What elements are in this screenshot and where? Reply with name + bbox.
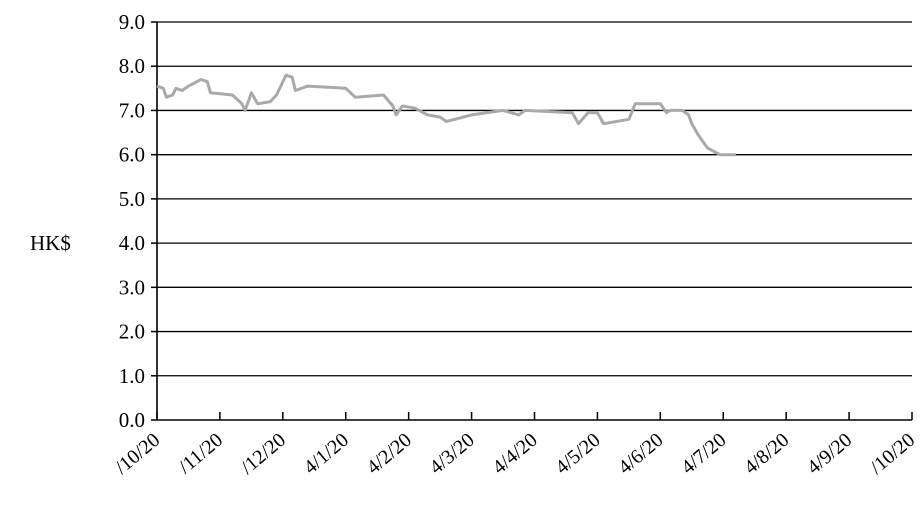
y-tick-label: 8.0 bbox=[119, 54, 145, 78]
gridlines bbox=[157, 21, 912, 377]
x-tick-label: /12/20 bbox=[237, 429, 290, 479]
y-tick-label: 0.0 bbox=[119, 408, 145, 432]
y-tick-label: 5.0 bbox=[119, 187, 145, 211]
x-tick-label: 4/2/20 bbox=[363, 429, 416, 479]
x-tick-label: 4/8/20 bbox=[740, 429, 793, 479]
x-tick-label: /10/20 bbox=[111, 429, 164, 479]
y-tick-label: 6.0 bbox=[119, 143, 145, 167]
y-axis-ticks: 0.0 1.0 2.0 3.0 4.0 5.0 6.0 7.0 8.0 9.0 bbox=[119, 10, 157, 432]
x-tick-label: /11/20 bbox=[174, 429, 227, 478]
x-tick-label: 4/9/20 bbox=[803, 429, 856, 479]
y-axis-label: HK$ bbox=[30, 231, 71, 255]
y-tick-label: 3.0 bbox=[119, 275, 145, 299]
x-tick-label: 4/6/20 bbox=[614, 429, 667, 479]
x-tick-label: 4/3/20 bbox=[425, 429, 478, 479]
y-tick-label: 2.0 bbox=[119, 320, 145, 344]
series-line bbox=[156, 73, 736, 157]
y-tick-label: 7.0 bbox=[119, 98, 145, 122]
x-axis-ticks: /10/20/11/20/12/20 4/1/20 4/2/20 4/3/20 4/4/… bbox=[111, 412, 919, 479]
x-tick-label: 4/5/20 bbox=[551, 429, 604, 479]
x-tick-label: 4/7/20 bbox=[677, 429, 730, 479]
x-tick-label: 4/4/20 bbox=[488, 429, 541, 479]
y-tick-label: 9.0 bbox=[119, 10, 145, 34]
x-tick-label: 4/1/20 bbox=[300, 429, 353, 479]
y-tick-label: 1.0 bbox=[119, 364, 145, 388]
x-tick-label: /10/20 bbox=[866, 429, 919, 479]
y-tick-label: 4.0 bbox=[119, 231, 145, 255]
